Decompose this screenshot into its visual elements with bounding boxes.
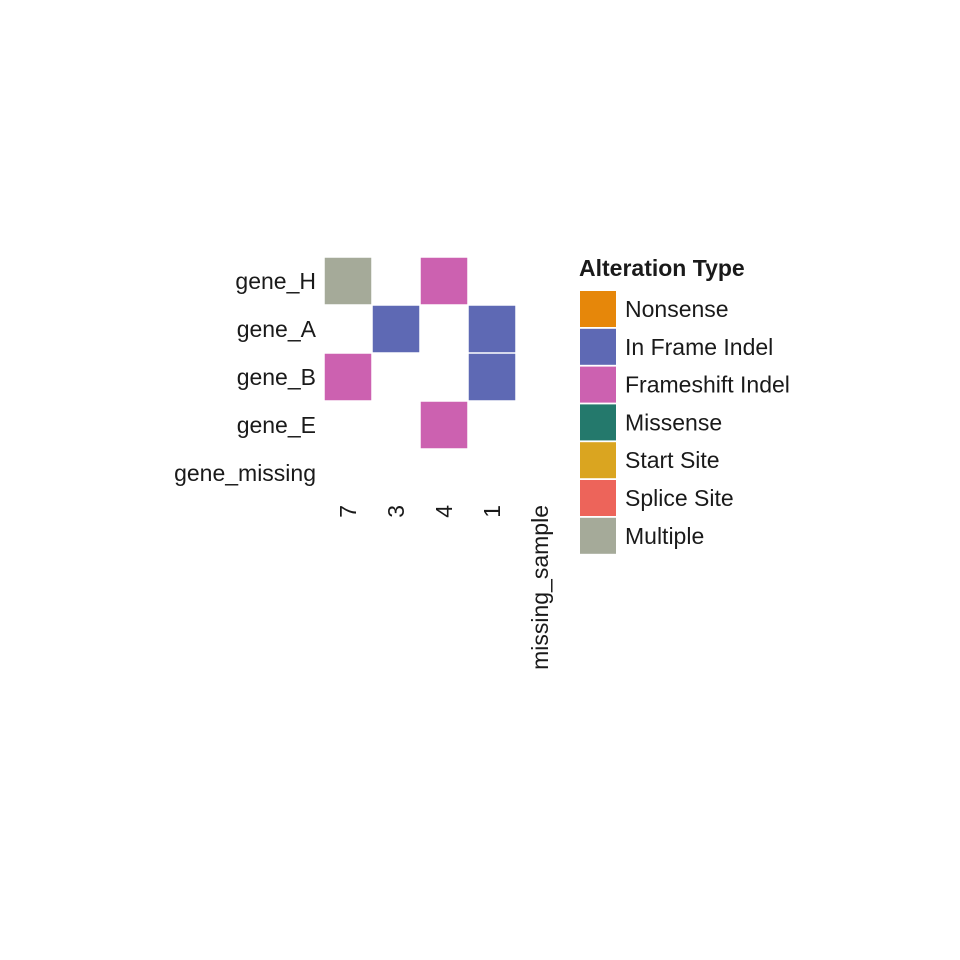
legend-swatch bbox=[580, 291, 616, 327]
sample-axis-labels: 7 3 4 1 missing_sample bbox=[335, 505, 553, 670]
legend-label: Start Site bbox=[625, 447, 720, 473]
legend-swatch bbox=[580, 404, 616, 441]
legend-swatch bbox=[580, 328, 616, 365]
legend-title: Alteration Type bbox=[579, 255, 745, 281]
legend-label: Missense bbox=[625, 409, 722, 435]
sample-label: 7 bbox=[335, 505, 361, 518]
legend-label: Nonsense bbox=[625, 296, 729, 322]
sample-label: 1 bbox=[479, 505, 505, 518]
gene-label: gene_missing bbox=[174, 460, 316, 486]
heatmap-cell bbox=[372, 305, 420, 353]
sample-label: missing_sample bbox=[527, 505, 553, 670]
legend-swatch bbox=[580, 517, 616, 554]
gene-axis-labels: gene_H gene_A gene_B gene_E gene_missing bbox=[174, 268, 317, 486]
gene-label: gene_E bbox=[237, 412, 316, 438]
heatmap-cell bbox=[420, 257, 468, 305]
legend-swatch bbox=[580, 480, 616, 516]
legend-label: Frameshift Indel bbox=[625, 372, 790, 398]
heatmap-cell bbox=[468, 305, 516, 353]
heatmap-cell bbox=[324, 257, 372, 305]
legend-swatch bbox=[580, 442, 616, 479]
heatmap-cells bbox=[324, 257, 516, 449]
legend-label: Splice Site bbox=[625, 485, 734, 511]
gene-label: gene_B bbox=[237, 364, 316, 390]
legend-label: In Frame Indel bbox=[625, 334, 773, 360]
heatmap-cell bbox=[420, 401, 468, 449]
heatmap-cell bbox=[468, 353, 516, 401]
gene-label: gene_A bbox=[237, 316, 317, 342]
legend-swatch bbox=[580, 366, 616, 403]
heatmap-cell bbox=[324, 353, 372, 401]
gene-label: gene_H bbox=[235, 268, 316, 294]
sample-label: 3 bbox=[383, 505, 409, 518]
sample-label: 4 bbox=[431, 505, 457, 518]
legend-label: Multiple bbox=[625, 523, 704, 549]
legend-items: Nonsense In Frame Indel Frameshift Indel Mi… bbox=[580, 291, 790, 554]
legend: Alteration Type Nonsense In Frame Indel Fr… bbox=[579, 255, 790, 554]
